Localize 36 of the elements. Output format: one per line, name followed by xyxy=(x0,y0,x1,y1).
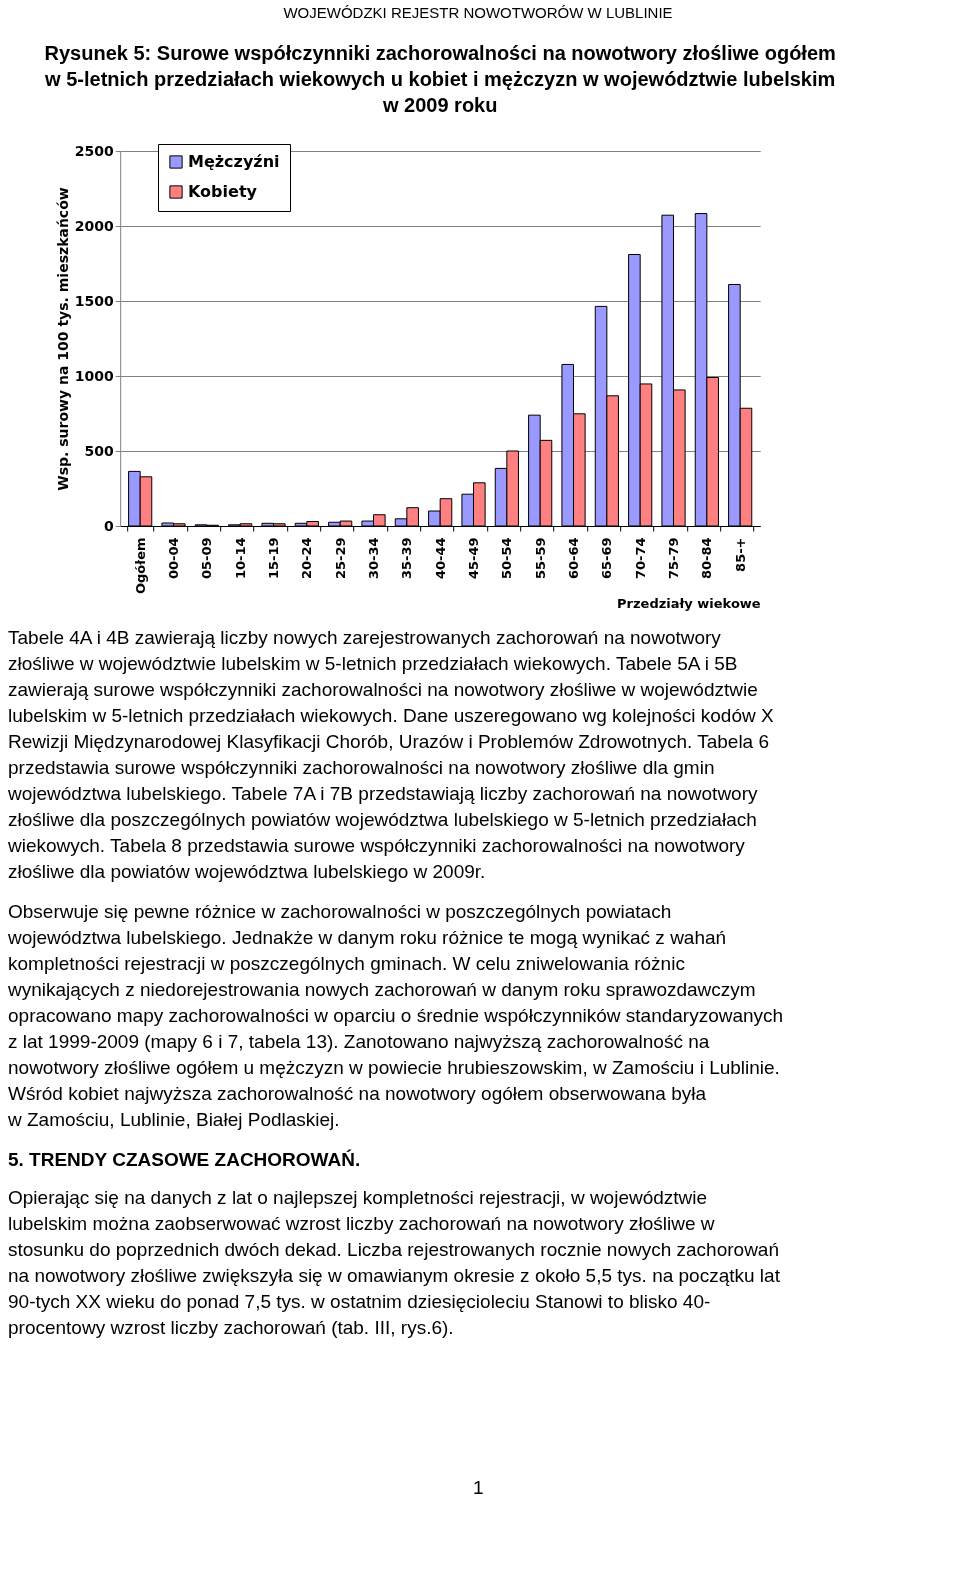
y-axis-title: Wsp. surowy na 100 tys. mieszkańców xyxy=(54,187,71,491)
x-tick-label: 80-84 xyxy=(699,537,715,580)
x-tick-label: 35-39 xyxy=(399,537,415,580)
x-axis-title: Przedziały wiekowe xyxy=(617,595,761,611)
y-tick-label: 2500 xyxy=(74,142,114,159)
x-tick-label: 70-74 xyxy=(632,537,648,580)
chart-title: Rysunek 5: Surowe współczynniki zachorowalności na nowotwory złośliwe ogółem w 5-letnich przedziałach wiekowych u kobiet i mężczyzn w województwie lubelskim w 2009 roku xyxy=(44,42,836,116)
x-tick-label: 45-49 xyxy=(466,537,482,580)
y-tick-label: 1000 xyxy=(74,367,114,384)
x-tick-label: 85-+ xyxy=(732,537,748,572)
x-tick-label: 05-09 xyxy=(199,537,215,580)
text: WOJEWÓDZKI REJESTR NOWOTWORÓW W LUBLINIE xyxy=(283,4,673,21)
legend-label: Kobiety xyxy=(188,182,258,201)
y-tick-label: 2000 xyxy=(74,217,114,234)
x-tick-label: 30-34 xyxy=(366,537,382,580)
text: Obserwuje się pewne różnice w zachorowalności w poszczególnych powiatach województwa lubelskiego. Jednakże w danym roku różnice te mogą wynikać z wahań kompletności rejestracji w poszczególnych gminach. W celu zniwelowania różnic wynikających z niedorejestrowania nowych zachorowań w danym roku sprawozdawczym opracowano mapy zachorowalności w oparciu o średnie współczynników standaryzowanych z lat 1999-2009 (mapy 6 i 7, tabela 13). Zanotowano najwyższą zachorowalność na nowotwory złośliwe ogółem u mężczyzn w powiecie hrubieszowskim, w Zamościu i Lublinie. Wśród kobiet najwyższa zachorowalność na nowotwory ogółem obserwowana była w Zamościu, Lublinie, Białej Podlaskiej. xyxy=(8,901,784,1130)
y-tick-label: 1500 xyxy=(74,292,114,309)
x-tick-label: 00-04 xyxy=(166,537,182,580)
x-tick-label: 55-59 xyxy=(532,537,548,580)
text: Tabele 4A i 4B zawierają liczby nowych zarejestrowanych zachorowań na nowotwory złośliwe w województwie lubelskim w 5-letnich przedziałach wiekowych. Tabele 5A i 5B zawierają surowe współczynniki zachorowalności na nowotwory złośliwe w województwie lubelskim w 5-letnich przedziałach wiekowych. Dane uszeregowano wg kolejności kodów X Rewizji Międzynarodowej Klasyfikacji Chorób, Urazów i Problemów Zdrowotnych. Tabela 6 przedstawia surowe współczynniki zachorowalności na nowotwory złośliwe dla gmin województwa lubelskiego. Tabele 7A i 7B przedstawiają liczby zachorowań na nowotwory złośliwe dla poszczególnych powiatów województwa lubelskiego w 5-letnich przedziałach wiekowych. Tabela 8 przedstawia surowe współczynniki zachorowalności na nowotwory złośliwe dla powiatów województwa lubelskiego w 2009r. xyxy=(8,627,774,882)
x-tick-label: 15-19 xyxy=(266,537,282,580)
x-tick-label: 25-29 xyxy=(332,537,348,580)
y-tick-label: 500 xyxy=(84,442,114,459)
text: Opierając się na danych z lat o najlepszej kompletności rejestracji, w województwie lubelskim można zaobserwować wzrost liczby zachorowań na nowotwory złośliwe w stosunku do poprzednich dwóch dekad. Liczba rejestrowanych rocznie nowych zachorowań na nowotwory złośliwe zwiększyła się w omawianym okresie z około 5,5 tys. na początku lat 90-tych XX wieku do ponad 7,5 tys. w ostatnim dziesięcioleciu Stanowi to blisko 40- procentowy wzrost liczby zachorowań (tab. III, rys.6). xyxy=(8,1187,781,1338)
x-tick-label: 10-14 xyxy=(232,537,248,580)
text: 5. TRENDY CZASOWE ZACHOROWAŃ. xyxy=(8,1149,361,1170)
text: 1 xyxy=(473,1477,484,1498)
y-tick-label: 0 xyxy=(103,517,114,534)
x-tick-label: 65-69 xyxy=(599,537,615,580)
x-tick-label: 40-44 xyxy=(432,537,448,580)
x-tick-label: Ogółem xyxy=(132,537,148,594)
legend-label: Mężczyźni xyxy=(188,152,280,171)
x-tick-label: 50-54 xyxy=(499,537,515,580)
x-tick-label: 20-24 xyxy=(299,537,315,580)
x-tick-label: 60-64 xyxy=(566,537,582,580)
x-tick-label: 75-79 xyxy=(666,537,682,580)
